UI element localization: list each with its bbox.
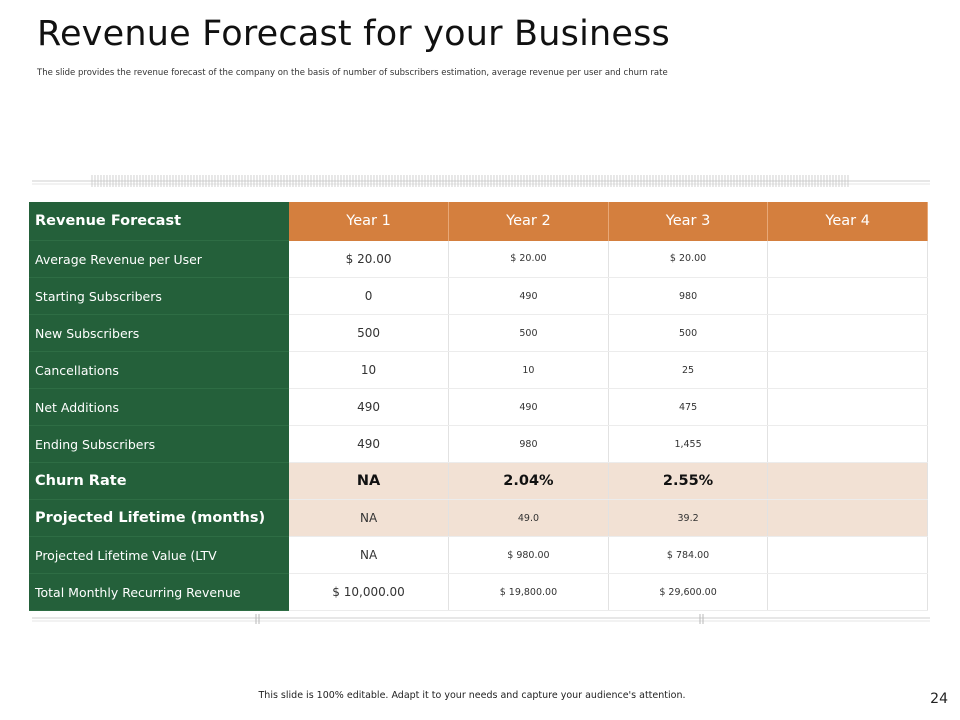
table-row-average-revenue-per-user: Average Revenue per User $ 20.00 $ 20.00…: [29, 240, 928, 278]
cell-year-3: 39.2: [608, 499, 769, 537]
slide-title: Revenue Forecast for your Business: [37, 14, 670, 54]
row-label: Projected Lifetime Value (LTV: [29, 536, 289, 574]
slide-number: 24: [930, 691, 948, 707]
cell-year-4: [767, 573, 928, 611]
bottom-divider-ornament: [32, 614, 930, 624]
cell-year-3: $ 20.00: [608, 240, 769, 278]
cell-year-1: NA: [289, 499, 450, 537]
table-row-ending-subscribers: Ending Subscribers 490 980 1,455: [29, 425, 928, 463]
table-row-cancellations: Cancellations 10 10 25: [29, 351, 928, 389]
cell-year-2: 490: [448, 388, 609, 426]
table-row-starting-subscribers: Starting Subscribers 0 490 980: [29, 277, 928, 315]
cell-year-4: [767, 462, 928, 500]
cell-year-4: [767, 425, 928, 463]
cell-year-2: 10: [448, 351, 609, 389]
row-label: Projected Lifetime (months): [29, 499, 289, 537]
table-row-churn-rate: Churn Rate NA 2.04% 2.55%: [29, 462, 928, 500]
row-label: Net Additions: [29, 388, 289, 426]
table-header-row: Revenue Forecast Year 1 Year 2 Year 3 Ye…: [29, 202, 928, 241]
cell-year-1: 490: [289, 388, 450, 426]
slide-footer-note: This slide is 100% editable. Adapt it to…: [258, 690, 686, 701]
cell-year-3: $ 29,600.00: [608, 573, 769, 611]
cell-year-1: $ 20.00: [289, 240, 450, 278]
row-label: Ending Subscribers: [29, 425, 289, 463]
year-2-header: Year 2: [448, 202, 609, 241]
row-label: Average Revenue per User: [29, 240, 289, 278]
cell-year-2: $ 980.00: [448, 536, 609, 574]
cell-year-2: 490: [448, 277, 609, 315]
row-label: Total Monthly Recurring Revenue: [29, 573, 289, 611]
cell-year-2: 980: [448, 425, 609, 463]
cell-year-3: 475: [608, 388, 769, 426]
year-1-header: Year 1: [289, 202, 450, 241]
top-divider-ornament: [32, 175, 930, 187]
cell-year-3: 25: [608, 351, 769, 389]
cell-year-1: 490: [289, 425, 450, 463]
cell-year-3: 980: [608, 277, 769, 315]
cell-year-4: [767, 499, 928, 537]
cell-year-3: $ 784.00: [608, 536, 769, 574]
cell-year-2: 49.0: [448, 499, 609, 537]
cell-year-1: NA: [289, 536, 450, 574]
cell-year-3: 500: [608, 314, 769, 352]
table-row-total-monthly-recurring-revenue: Total Monthly Recurring Revenue $ 10,000…: [29, 573, 928, 611]
cell-year-2: 2.04%: [448, 462, 609, 500]
cell-year-2: 500: [448, 314, 609, 352]
cell-year-1: 0: [289, 277, 450, 315]
table-header-label: Revenue Forecast: [29, 202, 289, 241]
cell-year-1: 500: [289, 314, 450, 352]
year-4-header: Year 4: [767, 202, 928, 241]
table-row-net-additions: Net Additions 490 490 475: [29, 388, 928, 426]
table-row-projected-lifetime-months: Projected Lifetime (months) NA 49.0 39.2: [29, 499, 928, 537]
row-label: Churn Rate: [29, 462, 289, 500]
cell-year-1: NA: [289, 462, 450, 500]
cell-year-4: [767, 388, 928, 426]
table-row-new-subscribers: New Subscribers 500 500 500: [29, 314, 928, 352]
cell-year-3: 2.55%: [608, 462, 769, 500]
cell-year-2: $ 19,800.00: [448, 573, 609, 611]
cell-year-4: [767, 536, 928, 574]
cell-year-4: [767, 240, 928, 278]
row-label: New Subscribers: [29, 314, 289, 352]
cell-year-4: [767, 314, 928, 352]
row-label: Cancellations: [29, 351, 289, 389]
revenue-forecast-table: Revenue Forecast Year 1 Year 2 Year 3 Ye…: [29, 202, 928, 611]
year-3-header: Year 3: [608, 202, 769, 241]
row-label: Starting Subscribers: [29, 277, 289, 315]
cell-year-1: 10: [289, 351, 450, 389]
cell-year-4: [767, 277, 928, 315]
cell-year-2: $ 20.00: [448, 240, 609, 278]
cell-year-3: 1,455: [608, 425, 769, 463]
table-row-projected-lifetime-value: Projected Lifetime Value (LTV NA $ 980.0…: [29, 536, 928, 574]
slide-subtitle: The slide provides the revenue forecast …: [37, 68, 668, 78]
cell-year-1: $ 10,000.00: [289, 573, 450, 611]
cell-year-4: [767, 351, 928, 389]
